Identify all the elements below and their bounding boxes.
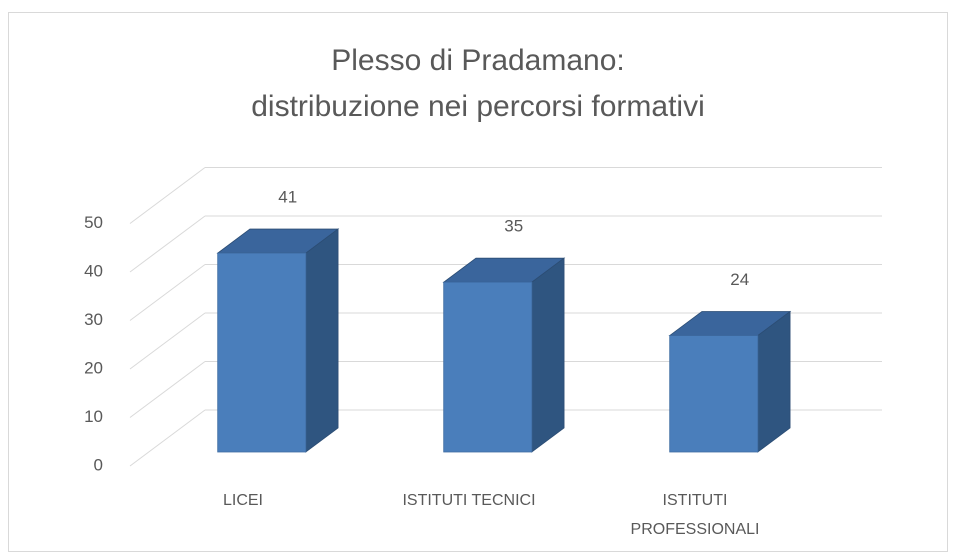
bar-side	[757, 310, 791, 453]
y-tick-label: 0	[94, 455, 103, 474]
value-label: 41	[278, 188, 297, 207]
x-tick-label: LICEI	[223, 492, 263, 509]
y-tick-label: 40	[84, 261, 103, 280]
y-tick-label: 30	[84, 310, 103, 329]
x-tick-label: ISTITUTI PROFESSIONALI	[631, 492, 760, 538]
grid-line-side	[129, 264, 206, 321]
y-tick-label: 50	[84, 213, 103, 232]
grid-line-side	[129, 361, 206, 418]
value-label: 35	[504, 217, 523, 236]
bar-side	[531, 257, 565, 453]
value-label: 24	[730, 270, 749, 289]
bar	[669, 335, 759, 453]
grid-line-side	[129, 312, 206, 370]
chart-title: Plesso di Pradamano: distribuzione nei pe…	[251, 44, 705, 123]
grid-line-side	[129, 167, 206, 224]
grid-line-side	[129, 215, 206, 273]
grid-line-side	[129, 409, 206, 467]
x-tick-label: ISTITUTI TECNICI	[402, 492, 535, 509]
bar-side	[305, 228, 339, 453]
y-tick-label: 20	[84, 358, 103, 377]
bar	[443, 281, 533, 453]
y-tick-label: 10	[84, 407, 103, 426]
bar	[217, 252, 307, 453]
